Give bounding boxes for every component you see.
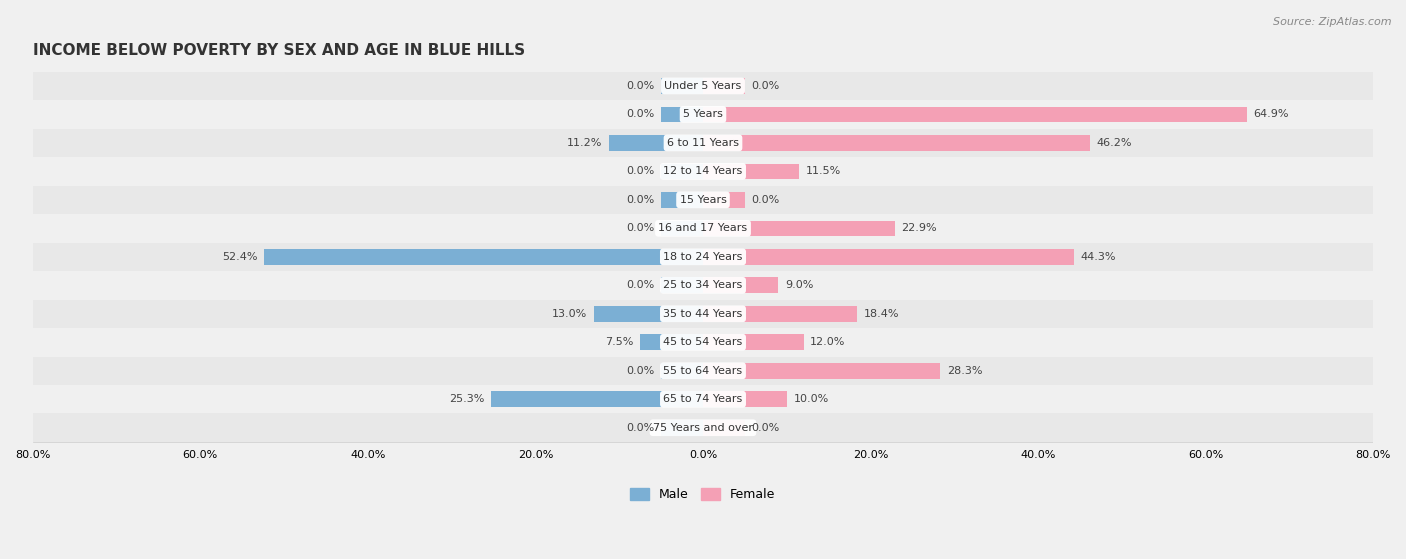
- Text: 16 and 17 Years: 16 and 17 Years: [658, 224, 748, 233]
- Bar: [703, 391, 787, 407]
- Text: 0.0%: 0.0%: [626, 81, 654, 91]
- Bar: [703, 220, 894, 236]
- Bar: [640, 334, 703, 350]
- Bar: [703, 78, 745, 94]
- Text: 9.0%: 9.0%: [785, 280, 814, 290]
- Text: 15 Years: 15 Years: [679, 195, 727, 205]
- Text: 12.0%: 12.0%: [810, 337, 845, 347]
- Bar: [661, 192, 703, 208]
- Bar: [32, 129, 1374, 157]
- Text: Under 5 Years: Under 5 Years: [665, 81, 741, 91]
- Text: 64.9%: 64.9%: [1254, 110, 1289, 120]
- Bar: [32, 328, 1374, 357]
- Bar: [661, 363, 703, 378]
- Text: 55 to 64 Years: 55 to 64 Years: [664, 366, 742, 376]
- Bar: [32, 300, 1374, 328]
- Text: 0.0%: 0.0%: [626, 366, 654, 376]
- Bar: [703, 135, 1090, 151]
- Text: 25.3%: 25.3%: [449, 394, 484, 404]
- Bar: [491, 391, 703, 407]
- Bar: [661, 107, 703, 122]
- Text: 0.0%: 0.0%: [752, 423, 780, 433]
- Text: 11.2%: 11.2%: [567, 138, 602, 148]
- Text: 22.9%: 22.9%: [901, 224, 938, 233]
- Text: 0.0%: 0.0%: [626, 195, 654, 205]
- Bar: [703, 363, 941, 378]
- Legend: Male, Female: Male, Female: [626, 483, 780, 506]
- Bar: [661, 164, 703, 179]
- Bar: [703, 107, 1247, 122]
- Bar: [32, 72, 1374, 100]
- Text: 0.0%: 0.0%: [752, 195, 780, 205]
- Bar: [264, 249, 703, 264]
- Text: 46.2%: 46.2%: [1097, 138, 1132, 148]
- Text: 0.0%: 0.0%: [626, 110, 654, 120]
- Text: 11.5%: 11.5%: [806, 167, 841, 177]
- Text: 5 Years: 5 Years: [683, 110, 723, 120]
- Bar: [32, 214, 1374, 243]
- Bar: [703, 164, 800, 179]
- Text: 12 to 14 Years: 12 to 14 Years: [664, 167, 742, 177]
- Text: 6 to 11 Years: 6 to 11 Years: [666, 138, 740, 148]
- Text: 18 to 24 Years: 18 to 24 Years: [664, 252, 742, 262]
- Text: 7.5%: 7.5%: [605, 337, 634, 347]
- Text: 0.0%: 0.0%: [626, 280, 654, 290]
- Bar: [32, 357, 1374, 385]
- Bar: [32, 186, 1374, 214]
- Bar: [661, 420, 703, 435]
- Text: 35 to 44 Years: 35 to 44 Years: [664, 309, 742, 319]
- Bar: [32, 414, 1374, 442]
- Text: 0.0%: 0.0%: [626, 224, 654, 233]
- Text: 0.0%: 0.0%: [626, 167, 654, 177]
- Bar: [703, 277, 779, 293]
- Text: 18.4%: 18.4%: [863, 309, 900, 319]
- Bar: [595, 306, 703, 321]
- Bar: [32, 100, 1374, 129]
- Bar: [661, 220, 703, 236]
- Bar: [32, 271, 1374, 300]
- Bar: [703, 334, 804, 350]
- Text: 75 Years and over: 75 Years and over: [652, 423, 754, 433]
- Text: 52.4%: 52.4%: [222, 252, 257, 262]
- Text: Source: ZipAtlas.com: Source: ZipAtlas.com: [1274, 17, 1392, 27]
- Text: 65 to 74 Years: 65 to 74 Years: [664, 394, 742, 404]
- Bar: [661, 277, 703, 293]
- Text: 10.0%: 10.0%: [793, 394, 828, 404]
- Text: 0.0%: 0.0%: [626, 423, 654, 433]
- Bar: [32, 385, 1374, 414]
- Text: 45 to 54 Years: 45 to 54 Years: [664, 337, 742, 347]
- Bar: [703, 249, 1074, 264]
- Bar: [661, 78, 703, 94]
- Bar: [32, 243, 1374, 271]
- Bar: [703, 306, 858, 321]
- Text: 28.3%: 28.3%: [946, 366, 983, 376]
- Bar: [609, 135, 703, 151]
- Text: INCOME BELOW POVERTY BY SEX AND AGE IN BLUE HILLS: INCOME BELOW POVERTY BY SEX AND AGE IN B…: [32, 43, 524, 58]
- Bar: [703, 420, 745, 435]
- Text: 0.0%: 0.0%: [752, 81, 780, 91]
- Bar: [32, 157, 1374, 186]
- Text: 13.0%: 13.0%: [553, 309, 588, 319]
- Bar: [703, 192, 745, 208]
- Text: 25 to 34 Years: 25 to 34 Years: [664, 280, 742, 290]
- Text: 44.3%: 44.3%: [1081, 252, 1116, 262]
